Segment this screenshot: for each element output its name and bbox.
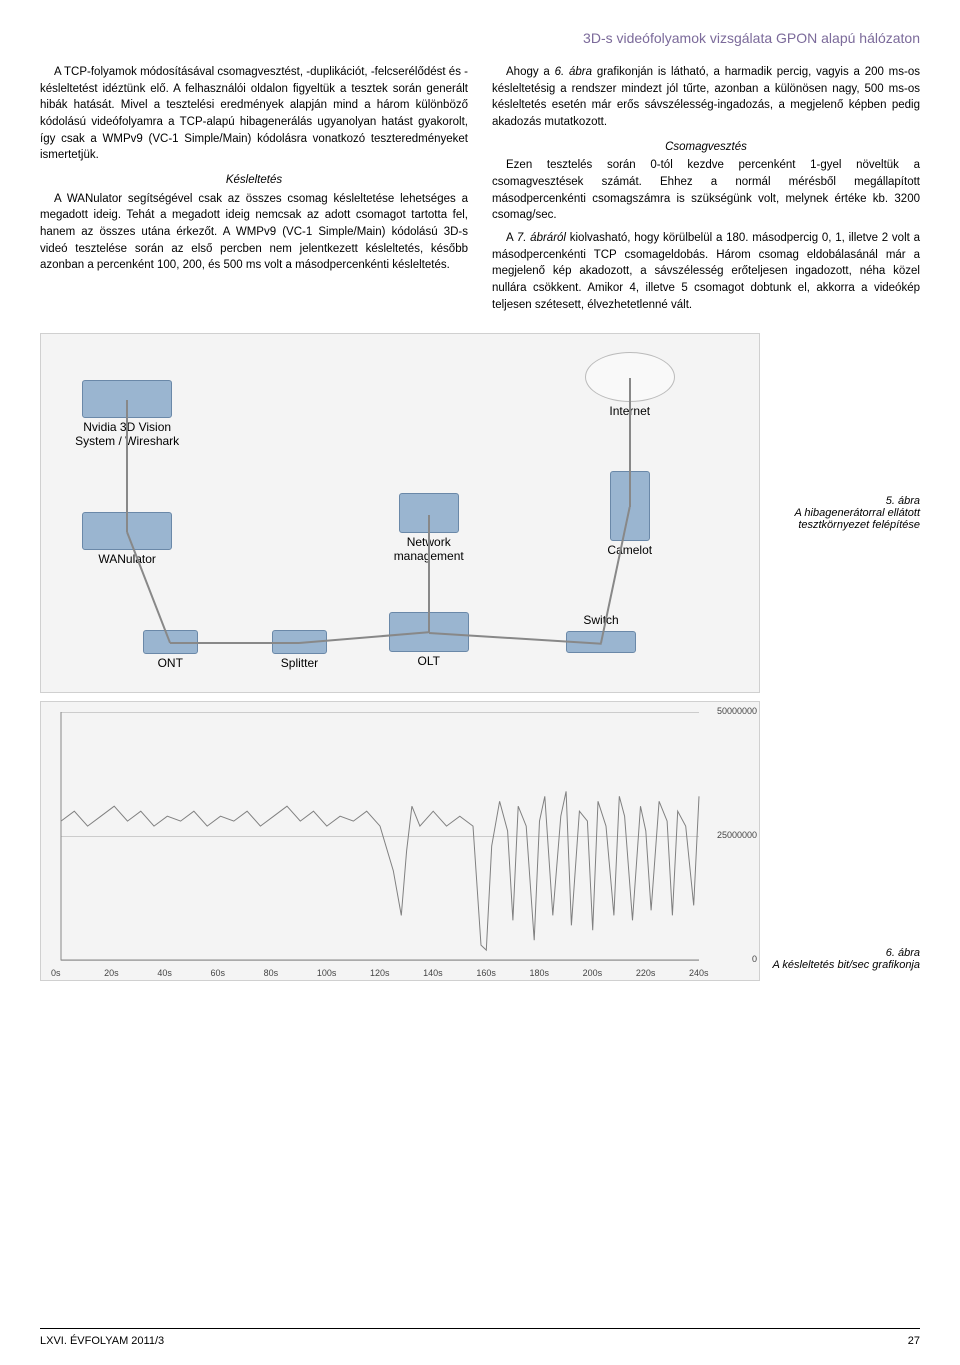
left-p2: A WANulator segítségével csak az összes … [40, 191, 468, 274]
diagram-label-splitter: Splitter [229, 656, 369, 670]
figure-5-caption: 5. ábra A hibagenerátorral ellátott tesz… [770, 495, 920, 531]
diagram-edge-camelot-internet [629, 378, 631, 507]
page-footer: LXVI. ÉVFOLYAM 2011/3 27 [40, 1335, 920, 1347]
footer-rule [40, 1328, 920, 1329]
chart-svg [41, 702, 759, 980]
right-p3: A 7. ábráról kiolvasható, hogy körülbelü… [492, 230, 920, 313]
diagram-edge-ont-splitter [170, 642, 299, 644]
diagram-label-switch: Switch [531, 613, 671, 627]
left-p1: A TCP-folyamok módosításával csomagveszt… [40, 64, 468, 164]
right-p1b-ref: 6. ábra [555, 66, 592, 78]
diagram-edge-nvidia-wanulator [126, 400, 128, 532]
chart-line [61, 792, 699, 951]
figure-6-text: A késleltetés bit/sec grafikonja [772, 959, 920, 971]
footer-page-number: 27 [908, 1335, 920, 1347]
figure-6-caption: 6. ábra A késleltetés bit/sec grafikonja [770, 947, 920, 981]
figure-6-chart: 025000000500000000s20s40s60s80s100s120s1… [40, 701, 760, 981]
right-p1: Ahogy a 6. ábra grafikonján is látható, … [492, 64, 920, 131]
diagram-label-ont: ONT [100, 656, 240, 670]
chart-axes [61, 712, 699, 960]
diagram-label-olt: OLT [359, 654, 499, 668]
body-columns: A TCP-folyamok módosításával csomagveszt… [40, 64, 920, 319]
footer-left: LXVI. ÉVFOLYAM 2011/3 [40, 1335, 164, 1347]
figure-5-row: Nvidia 3D VisionSystem / WiresharkWANula… [40, 333, 920, 693]
right-p1a: Ahogy a [506, 66, 555, 78]
diagram-edge-olt-network_mgmt [428, 514, 430, 632]
figure-6-row: 025000000500000000s20s40s60s80s100s120s1… [40, 701, 920, 981]
right-column: Ahogy a 6. ábra grafikonján is látható, … [492, 64, 920, 319]
diagram-label-camelot: Camelot [560, 543, 700, 557]
right-p3b-ref: 7. ábráról [517, 232, 566, 244]
right-p3a: A [506, 232, 517, 244]
figure-5-text: A hibagenerátorral ellátott tesztkörnyez… [794, 507, 920, 531]
figure-6-num: 6. ábra [886, 947, 920, 959]
right-p2: Ezen tesztelés során 0-tól kezdve percen… [492, 157, 920, 224]
figure-5-num: 5. ábra [886, 495, 920, 507]
left-column: A TCP-folyamok módosításával csomagveszt… [40, 64, 468, 319]
heading-kesleltetes: Késleltetés [40, 172, 468, 189]
diagram-label-wanulator: WANulator [57, 552, 197, 566]
heading-csomagvesztes: Csomagvesztés [492, 139, 920, 156]
running-header: 3D-s videófolyamok vizsgálata GPON alapú… [40, 30, 920, 46]
figure-5-diagram: Nvidia 3D VisionSystem / WiresharkWANula… [40, 333, 760, 693]
